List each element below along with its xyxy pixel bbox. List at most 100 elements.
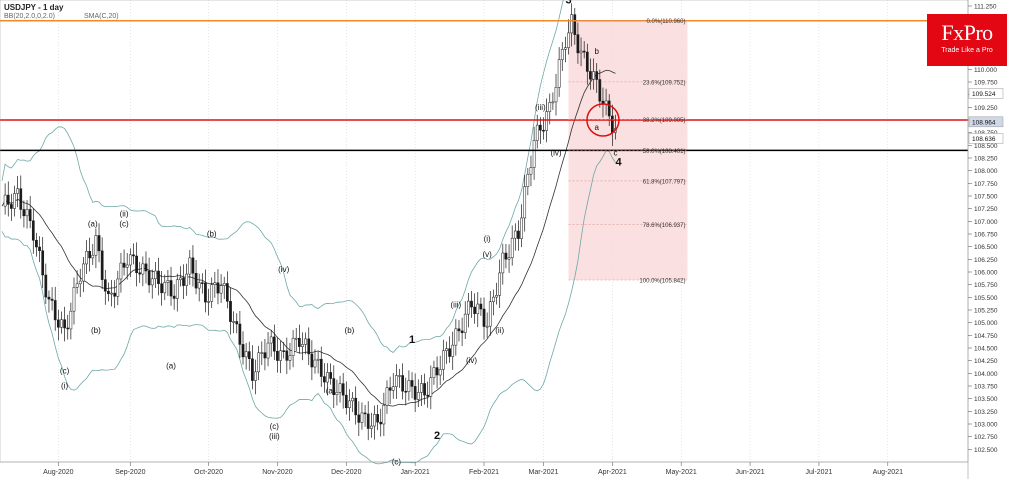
candle-body (66, 327, 70, 330)
candle-body (197, 282, 201, 289)
bollinger-indicator-label: BB(20,2.0,0,2.0) (4, 13, 55, 20)
y-tick-label: 102.500 (974, 447, 998, 454)
x-tick-label: Sep-2020 (115, 469, 145, 476)
candle-body (579, 50, 583, 54)
candle-body (398, 375, 401, 377)
candle-body (445, 348, 448, 352)
elliott-wave-labels: 3412(a)(b)(c)(i)(ii)(c)(a)(b)(iv)(c)(iii… (60, 0, 623, 467)
candle-body (454, 328, 458, 346)
candle-body (526, 173, 530, 187)
y-tick-label: 107.500 (974, 194, 998, 201)
candle-body (310, 353, 314, 368)
fxpro-logo[interactable]: FxPro Trade Like a Pro (927, 14, 1007, 66)
candle-body (539, 124, 542, 131)
candle-body (82, 263, 85, 282)
candle-body (560, 49, 564, 60)
y-tick-label: 104.000 (974, 371, 998, 378)
fibonacci-labels: 0.0%(110.960) 23.6%(109.752) 38.2%(109.005… (568, 19, 688, 285)
candle-body (404, 390, 408, 393)
candle-body (573, 14, 577, 35)
candle-body (235, 321, 239, 325)
candle-body (125, 264, 129, 268)
y-tick-label: 107.250 (974, 206, 998, 213)
candle-body (535, 124, 539, 141)
candle-body (53, 300, 57, 321)
candle-body (416, 392, 420, 400)
y-tick-label: 107.750 (974, 181, 998, 188)
wave-label: (b) (207, 230, 217, 239)
candle-body (485, 325, 489, 328)
candle-body (169, 280, 173, 297)
candle-body (150, 278, 154, 286)
candle-body (432, 367, 436, 378)
candle-body (301, 344, 304, 347)
candle-body (507, 257, 511, 260)
candle-body (41, 250, 45, 276)
candle-body (420, 383, 423, 393)
candle-body (154, 270, 157, 280)
candle-body (191, 257, 195, 274)
highlight-circle (586, 103, 620, 137)
candle-body (376, 414, 379, 423)
candle-body (175, 279, 179, 299)
candle-body (282, 350, 286, 352)
candle-body (19, 188, 23, 210)
candle-body (369, 425, 373, 429)
candle-body (567, 32, 570, 48)
price-label-text: 108.964 (972, 119, 996, 126)
candle-body (247, 351, 251, 360)
wave-label: (iii) (535, 103, 546, 112)
candle-body (204, 282, 207, 303)
candle-body (135, 255, 138, 273)
bollinger-bands (1, 0, 616, 465)
candle-body (513, 230, 517, 239)
y-tick-label: 104.500 (974, 346, 998, 353)
wave-label: b (594, 47, 599, 56)
candle-body (388, 387, 392, 391)
candle-body (288, 355, 292, 361)
candle-body (232, 321, 235, 323)
candle-body (366, 413, 370, 429)
candle-body (35, 239, 38, 248)
y-tick-label: 109.750 (974, 80, 998, 87)
candle-body (47, 296, 51, 300)
x-tick-label: Jun-2021 (735, 469, 764, 476)
candle-body (557, 59, 561, 88)
grid-layer (58, 0, 889, 462)
y-tick-label: 104.250 (974, 358, 998, 365)
candle-body (194, 273, 198, 289)
fib-level-label: 78.6%(106.937) (643, 223, 686, 229)
wave-label: 2 (434, 430, 440, 442)
wave-label: (c) (270, 422, 280, 431)
candle-body (354, 397, 358, 416)
candle-body (329, 372, 332, 379)
candle-body (517, 230, 520, 239)
candle-body (182, 277, 185, 286)
candle-body (38, 246, 41, 251)
candle-body (448, 348, 451, 357)
candle-body (429, 377, 433, 397)
candle-body (3, 194, 7, 207)
wave-label: (i) (61, 382, 68, 391)
candle-body (344, 394, 348, 409)
candle-body (441, 350, 445, 370)
x-tick-label: Mar-2021 (529, 469, 559, 476)
candle-body (504, 252, 508, 260)
candle-body (582, 50, 586, 53)
candle-body (435, 367, 439, 376)
candle-body (335, 392, 339, 396)
fib-level-label: 61.8%(107.797) (643, 179, 686, 185)
y-tick-label: 106.500 (974, 244, 998, 251)
candle-body (163, 282, 167, 294)
candle-body (166, 280, 170, 283)
candle-body (44, 274, 48, 298)
candle-body (589, 71, 592, 80)
y-tick-label: 104.750 (974, 333, 998, 340)
candle-body (188, 257, 192, 275)
wave-label: 4 (616, 157, 623, 169)
candlestick-series (3, 3, 617, 441)
candle-body (6, 194, 10, 205)
candle-body (423, 383, 426, 396)
y-tick-label: 106.250 (974, 257, 998, 264)
